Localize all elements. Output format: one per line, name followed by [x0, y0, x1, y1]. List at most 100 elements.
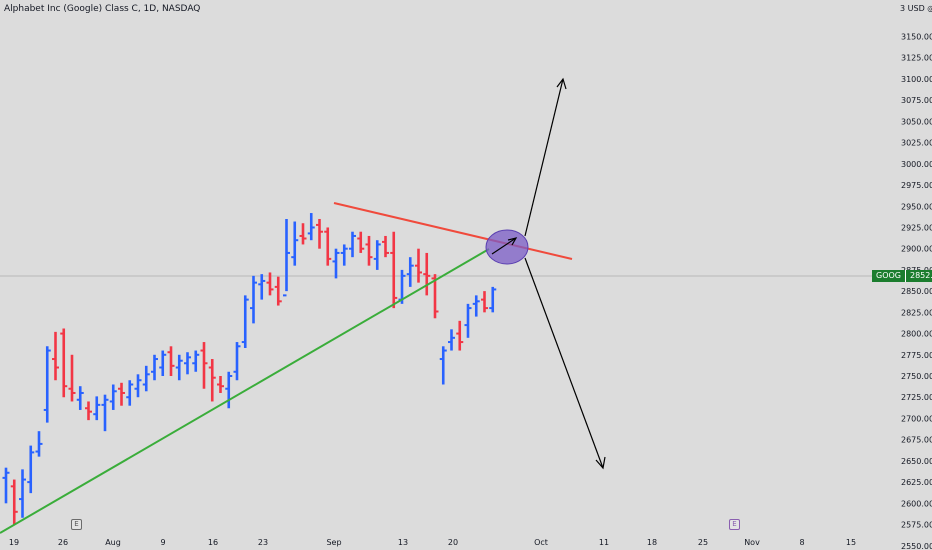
x-tick-label: 9: [160, 538, 165, 547]
ohlc-bar: [481, 291, 488, 313]
ohlc-bar: [415, 248, 422, 283]
y-tick-label: 3150.00: [901, 32, 932, 41]
ohlc-bar: [217, 376, 224, 393]
ohlc-bar: [324, 227, 332, 266]
ohlc-bar: [200, 342, 208, 389]
ohlc-bar: [233, 342, 241, 381]
y-tick-label: 2550.00: [901, 542, 932, 550]
ohlc-bar: [291, 221, 299, 266]
ohlc-bar: [349, 231, 356, 258]
time-axis[interactable]: 19 26 Aug 9 16 23 Sep 13 20 Oct 11 18 25 Nov 8 15: [9, 538, 856, 547]
y-tick-label: 2975.00: [901, 181, 932, 190]
ohlc-bar: [266, 272, 274, 296]
ohlc-bar: [68, 354, 76, 402]
y-tick-label: 3075.00: [901, 96, 932, 105]
resistance-trendline[interactable]: [333, 202, 573, 260]
x-tick-label: 20: [448, 538, 458, 547]
ohlc-bar: [456, 320, 464, 351]
up-arrow[interactable]: [524, 78, 564, 237]
ohlc-bar: [151, 354, 158, 381]
ohlc-bar: [472, 295, 480, 317]
small-arrow[interactable]: [491, 237, 517, 255]
ohlc-bar: [332, 248, 340, 279]
ohlc-bar: [316, 218, 323, 249]
ohlc-bar: [184, 352, 191, 375]
ohlc-bar: [27, 445, 35, 494]
ohlc-bar: [340, 244, 348, 266]
x-tick-label: Oct: [534, 538, 548, 547]
support-trendline[interactable]: [0, 248, 490, 534]
x-tick-label: 8: [799, 538, 804, 547]
ohlc-bar: [175, 354, 183, 381]
x-tick-label: 19: [9, 538, 19, 547]
y-tick-label: 3025.00: [901, 139, 932, 148]
y-tick-label: 2650.00: [901, 457, 932, 466]
x-tick-label: 26: [58, 538, 68, 547]
price-tag-value: 2852.66: [906, 270, 932, 282]
ohlc-bar: [19, 469, 26, 518]
x-tick-label: 18: [647, 538, 657, 547]
ohlc-bar: [299, 223, 307, 245]
ohlc-bar: [489, 286, 497, 313]
ohlc-bar: [448, 329, 455, 351]
x-tick-label: 15: [846, 538, 856, 547]
x-tick-label: 25: [698, 538, 708, 547]
x-tick-label: 16: [208, 538, 218, 547]
y-tick-label: 2850.00: [901, 287, 932, 296]
price-bars: [2, 213, 497, 525]
x-tick-label: Sep: [326, 538, 341, 547]
breakout-highlight-ellipse[interactable]: [485, 229, 529, 265]
ohlc-bar: [118, 382, 125, 406]
y-tick-label: 2600.00: [901, 499, 932, 508]
ohlc-bar: [43, 346, 51, 423]
ohlc-bar: [464, 303, 472, 338]
ohlc-bar: [159, 350, 167, 377]
ohlc-bar: [373, 240, 381, 270]
x-tick-label: Nov: [744, 538, 760, 547]
y-tick-label: 3100.00: [901, 75, 932, 84]
currency-label[interactable]: 3 USD ◎: [900, 4, 932, 13]
ohlc-bar: [93, 396, 101, 421]
ohlc-bar: [101, 394, 109, 432]
ohlc-bar: [283, 218, 290, 297]
ohlc-bar: [357, 231, 365, 253]
x-tick-label: 11: [599, 538, 609, 547]
ohlc-bar: [274, 276, 282, 306]
ohlc-bar: [35, 431, 43, 457]
ohlc-bar: [208, 359, 216, 402]
y-tick-label: 2750.00: [901, 372, 932, 381]
ohlc-bar: [250, 275, 257, 324]
ohlc-bar: [439, 346, 447, 385]
ohlc-bar: [192, 350, 200, 372]
dividend-event-icon[interactable]: E: [729, 519, 740, 530]
ohlc-bar: [60, 328, 68, 398]
y-tick-label: 2625.00: [901, 478, 932, 487]
ohlc-bar: [109, 384, 117, 410]
y-tick-label: 2825.00: [901, 308, 932, 317]
y-tick-label: 3125.00: [901, 54, 932, 63]
y-tick-label: 3000.00: [901, 160, 932, 169]
ohlc-bar: [142, 365, 150, 392]
chart-title: Alphabet Inc (Google) Class C, 1D, NASDA…: [4, 4, 201, 14]
earnings-event-icon[interactable]: E: [71, 519, 82, 530]
ohlc-bar: [126, 380, 134, 406]
ohlc-bar: [225, 371, 233, 409]
price-axis[interactable]: 3150.00 3125.00 3100.00 3075.00 3050.00 3025.…: [901, 32, 932, 550]
last-price-tag: GOOG 2852.66: [872, 270, 932, 282]
ohlc-bar: [390, 231, 398, 309]
ohlc-bar: [52, 331, 59, 381]
small-arrow-head: [507, 237, 518, 246]
ohlc-bar: [365, 235, 373, 266]
down-arrow[interactable]: [524, 257, 604, 469]
x-tick-label: 13: [398, 538, 408, 547]
price-tag-symbol: GOOG: [872, 270, 906, 282]
y-tick-label: 2575.00: [901, 521, 932, 530]
ohlc-bar: [2, 467, 10, 504]
drawings[interactable]: [0, 77, 606, 534]
y-tick-label: 2925.00: [901, 223, 932, 232]
ohlc-bar: [258, 274, 266, 300]
ohlc-bar: [10, 479, 18, 525]
ohlc-bar: [423, 252, 431, 296]
